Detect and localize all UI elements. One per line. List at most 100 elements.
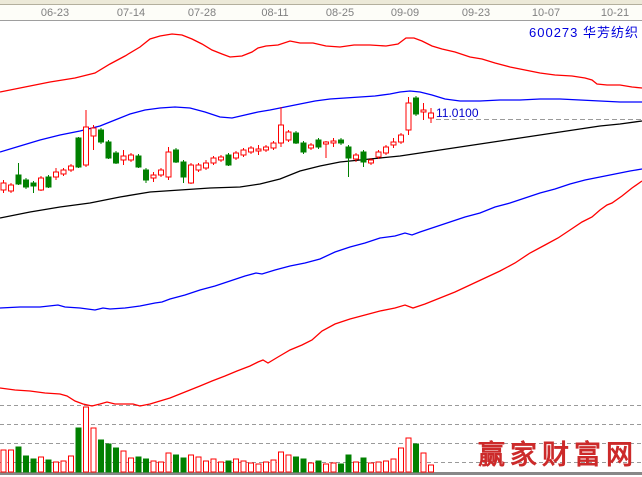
date-tick-label: 09-09 (390, 7, 420, 19)
date-tick-label: 08-11 (261, 7, 289, 19)
date-tick-label: 10-21 (600, 7, 630, 19)
candle-body (143, 169, 149, 181)
candle-body (390, 141, 397, 146)
candle-body (23, 179, 29, 188)
volume-bar (323, 463, 329, 473)
candle-body (218, 156, 224, 161)
volume-bar (278, 451, 284, 473)
candle-body (278, 124, 284, 144)
candle-body (300, 142, 307, 153)
candle-body (225, 154, 232, 166)
date-tick-label: 06-23 (40, 7, 70, 19)
volume-bar (195, 456, 202, 473)
candle-body (98, 129, 104, 143)
candle-body (188, 164, 194, 184)
candle-body (413, 97, 419, 115)
volume-bar (360, 457, 367, 473)
volume-bar (375, 461, 382, 473)
date-tick-label: 08-25 (325, 7, 355, 19)
candle-body (255, 148, 262, 152)
candle-body (38, 177, 44, 191)
candle-body (0, 182, 7, 191)
site-watermark: 赢家财富网 (478, 440, 638, 471)
date-axis-bar: 06-23 07-14 07-28 08-11 08-25 09-09 09-23 10-07… (0, 5, 642, 21)
candle-body (210, 157, 217, 164)
candle-body (90, 127, 97, 137)
candle-body (150, 174, 157, 179)
volume-bar (120, 450, 127, 473)
volume-bar (225, 460, 232, 473)
volume-baseline (0, 472, 642, 475)
candle-body (68, 165, 74, 171)
candle-body (315, 139, 322, 148)
volume-bar (398, 447, 404, 473)
candle-body (75, 137, 82, 168)
upper-band-blue (0, 90, 642, 153)
candle-body (158, 169, 164, 176)
mid-line-black (0, 120, 642, 219)
volume-bar (143, 458, 149, 473)
candle-body (263, 146, 269, 151)
candle-body (30, 182, 37, 187)
candle-body (360, 151, 367, 163)
candle-body (270, 142, 277, 149)
volume-bar (0, 449, 7, 473)
volume-bar (285, 454, 292, 473)
volume-bar (30, 458, 37, 473)
volume-bar (428, 464, 434, 473)
candle-body (8, 184, 14, 192)
volume-bar (165, 452, 172, 473)
volume-bar (128, 457, 134, 473)
date-tick-label: 09-23 (461, 7, 491, 19)
candle-body (120, 155, 127, 161)
volume-bar (315, 460, 322, 473)
volume-bar (330, 462, 337, 473)
candle-body (405, 102, 412, 131)
candle-body (353, 154, 359, 160)
candle-body (203, 162, 209, 169)
candle-body (308, 144, 314, 149)
volume-bar (150, 460, 157, 473)
candle-body (233, 152, 239, 159)
volume-bar (345, 454, 352, 473)
candle-body (60, 169, 67, 175)
volume-bar (135, 456, 142, 473)
date-tick-label: 10-07 (531, 7, 561, 19)
volume-bar (240, 460, 247, 473)
volume-bar (38, 456, 44, 473)
price-marker-label: 11.0100 (436, 106, 479, 120)
candle-body (83, 126, 89, 166)
candle-body (323, 141, 329, 145)
volume-bar (338, 463, 344, 473)
candle-body (383, 146, 389, 154)
upper-envelope-red (0, 33, 642, 93)
volume-bar (105, 443, 112, 473)
candle-body (338, 139, 344, 144)
date-tick-label: 07-28 (187, 7, 217, 19)
volume-bar (413, 443, 419, 473)
volume-bar (300, 458, 307, 473)
candle-body (45, 176, 52, 188)
volume-bar (53, 461, 59, 473)
candle-body (330, 140, 337, 144)
window-top-strip (0, 0, 642, 5)
volume-bar (90, 427, 97, 473)
volume-bar (390, 458, 397, 473)
candle-body (53, 171, 59, 178)
candle-body (173, 149, 179, 163)
candle-body (420, 109, 427, 113)
volume-bar (353, 461, 359, 473)
candle-body (375, 151, 382, 158)
volume-bar (173, 454, 179, 473)
candle-body (285, 131, 292, 141)
lower-envelope-red (0, 180, 642, 407)
candle-body (195, 164, 202, 171)
volume-bar (113, 447, 119, 473)
volume-bar (420, 452, 427, 473)
candle-body (248, 147, 254, 153)
volume-bar (68, 455, 74, 473)
candle-body (293, 132, 299, 144)
volume-bar (45, 459, 52, 473)
candle-body (135, 155, 142, 168)
